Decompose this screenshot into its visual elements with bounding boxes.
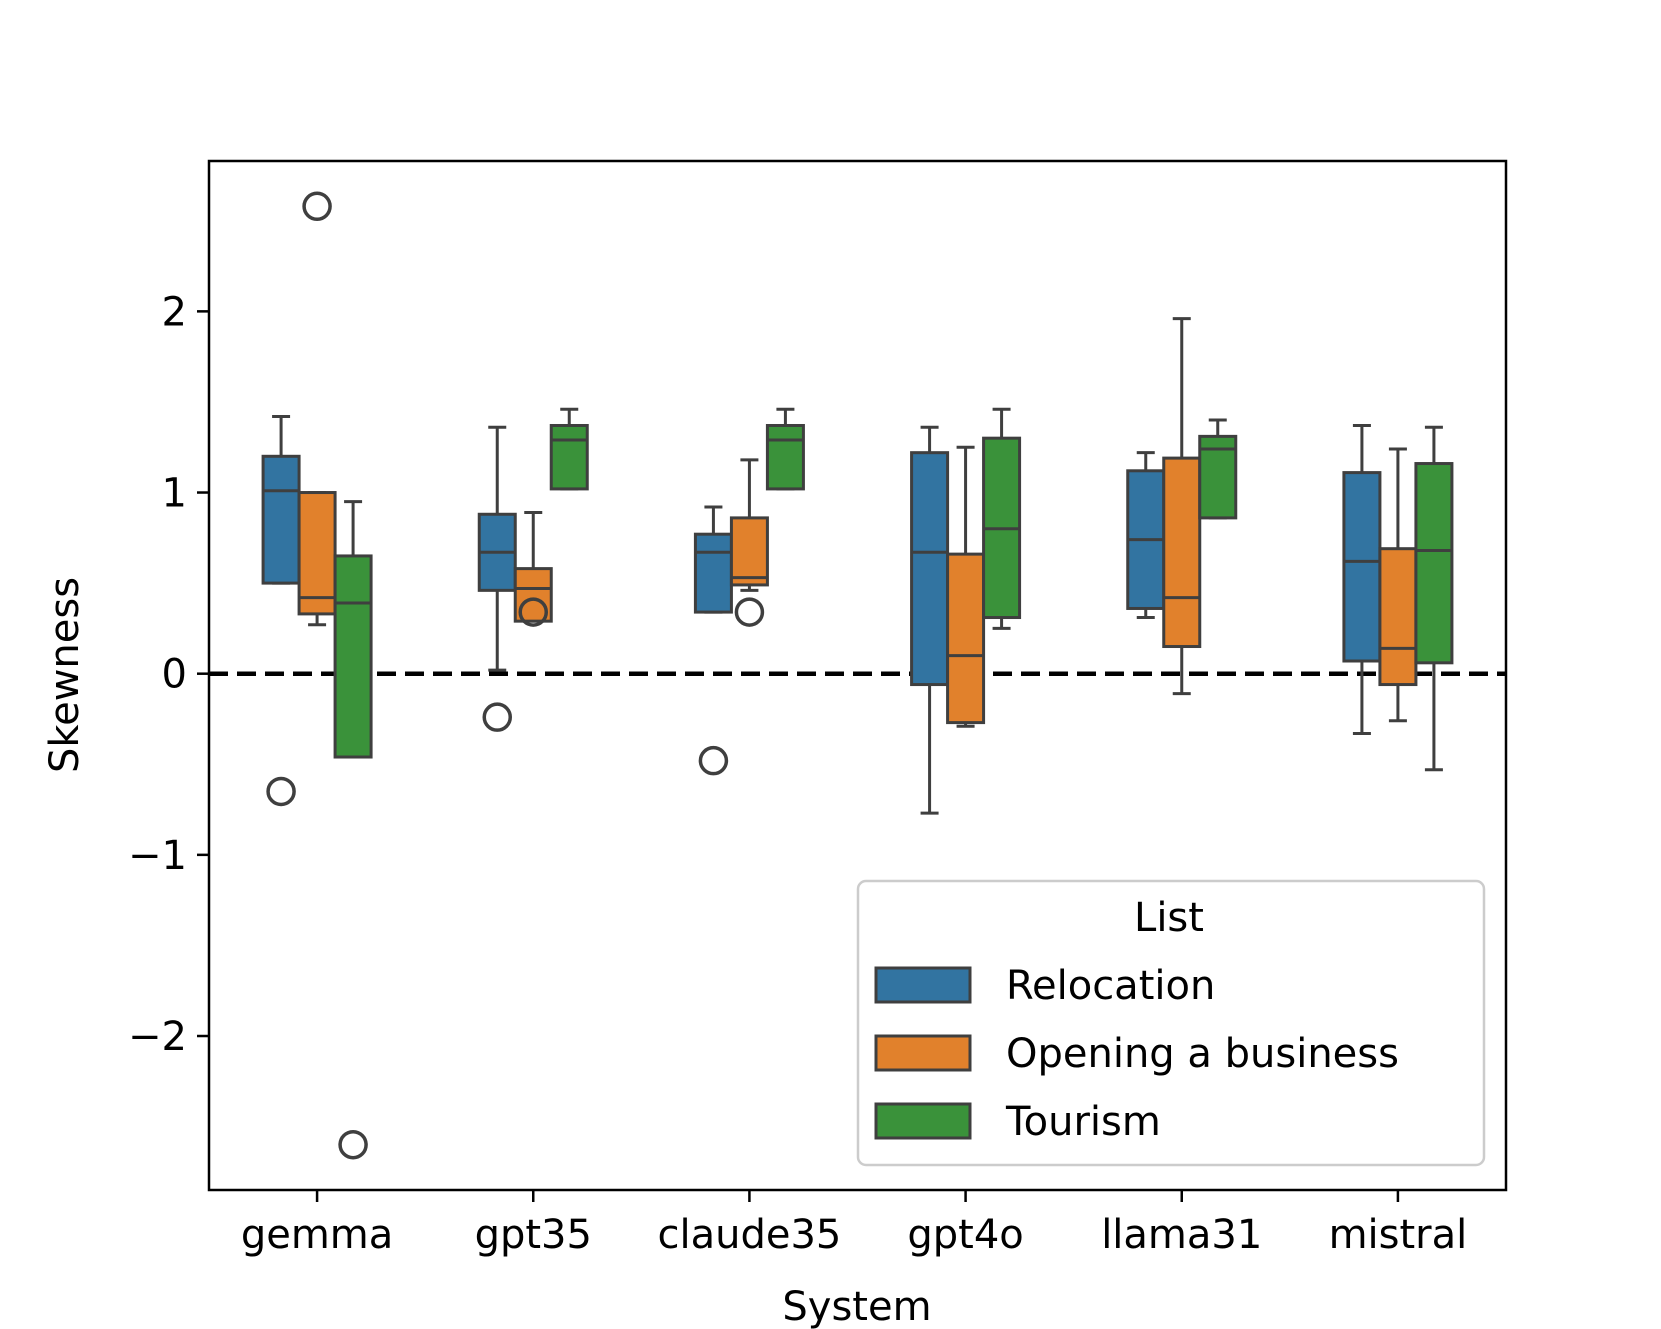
plot-frame: [207, 159, 1508, 1192]
box-gpt4o-tourism: [982, 407, 1022, 630]
outlier-point: [302, 191, 332, 222]
box-mistral-opening-a-business: [1378, 447, 1418, 723]
box-mistral-relocation: [1342, 423, 1382, 735]
box-body: [333, 554, 373, 759]
box-body: [693, 532, 733, 614]
x-tick-label-llama31: llama31: [1101, 1212, 1262, 1258]
box-gpt35-tourism: [549, 407, 589, 491]
outlier-point: [698, 745, 729, 776]
outlier-point: [338, 1129, 368, 1160]
y-tick-label: −1: [128, 833, 187, 879]
x-tick-label-gemma: gemma: [241, 1212, 393, 1258]
box-body: [1378, 547, 1418, 687]
legend: List Relocation Opening a business Tourism: [856, 879, 1486, 1167]
box-llama31-relocation: [1126, 451, 1166, 620]
box-gpt35-opening-a-business: [513, 510, 553, 627]
legend-label-tourism: Tourism: [1005, 1099, 1161, 1145]
outlier-point: [482, 702, 512, 732]
box-body: [549, 423, 589, 491]
box-body: [910, 451, 950, 687]
x-tick-label-mistral: mistral: [1329, 1212, 1468, 1258]
box-body: [1342, 471, 1382, 663]
y-axis-label: Skewness: [42, 577, 88, 773]
box-body: [729, 516, 769, 587]
y-tick-label: 1: [162, 471, 187, 517]
outlier-point: [734, 597, 765, 627]
box-body: [1162, 456, 1202, 649]
box-llama31-opening-a-business: [1162, 317, 1202, 696]
x-axis-label: System: [782, 1284, 931, 1329]
legend-frame: [856, 879, 1486, 1167]
box-gemma-tourism: [333, 500, 373, 1160]
legend-swatch-relocation: [874, 966, 972, 1004]
box-body: [765, 423, 805, 491]
x-tick-label-claude35: claude35: [657, 1212, 841, 1258]
box-claude35-tourism: [765, 407, 805, 491]
box-body: [946, 552, 986, 725]
box-body: [297, 491, 337, 616]
box-gpt35-relocation: [477, 425, 517, 732]
box-gemma-opening-a-business: [297, 191, 337, 627]
legend-swatch-tourism: [874, 1102, 972, 1140]
x-tick-label-gpt35: gpt35: [475, 1212, 592, 1258]
x-tick-label-gpt4o: gpt4o: [907, 1212, 1023, 1258]
box-llama31-tourism: [1198, 418, 1238, 520]
legend-swatch-opening-a-business: [874, 1034, 972, 1072]
y-tick-label: −2: [128, 1014, 187, 1060]
box-mistral-tourism: [1414, 425, 1454, 772]
box-claude35-opening-a-business: [729, 458, 769, 627]
box-body: [1414, 462, 1454, 665]
legend-title: List: [1134, 895, 1204, 941]
outlier-point: [266, 776, 296, 807]
outlier-point: [518, 597, 548, 627]
y-tick-label: 0: [162, 652, 187, 698]
y-tick-label: 2: [162, 289, 187, 335]
box-body: [261, 454, 301, 585]
legend-label-relocation: Relocation: [1006, 963, 1215, 1009]
box-gpt4o-opening-a-business: [946, 445, 986, 728]
legend-label-opening-a-business: Opening a business: [1006, 1031, 1399, 1077]
